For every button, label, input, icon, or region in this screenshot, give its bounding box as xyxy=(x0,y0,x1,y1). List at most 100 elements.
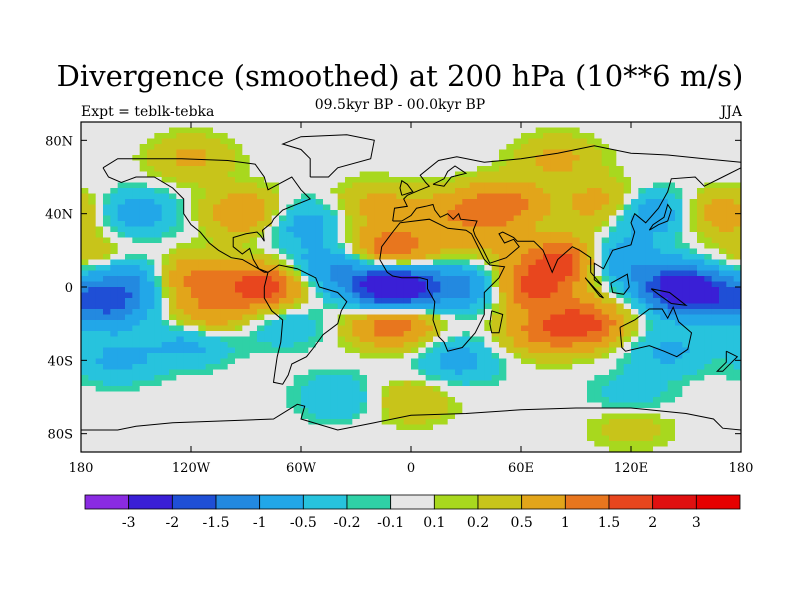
field-cell xyxy=(345,215,353,222)
field-cell xyxy=(198,259,207,266)
field-cell xyxy=(293,122,302,128)
field-cell xyxy=(337,177,346,183)
field-cell xyxy=(667,380,676,387)
field-cell xyxy=(183,380,192,387)
field-cell xyxy=(374,248,383,255)
field-cell xyxy=(374,347,383,354)
field-cell xyxy=(631,292,639,299)
field-cell xyxy=(638,292,647,299)
field-cell xyxy=(521,171,529,178)
field-cell xyxy=(345,298,353,304)
field-cell xyxy=(301,182,309,189)
field-cell xyxy=(418,309,427,315)
field-cell xyxy=(110,347,119,354)
field-cell xyxy=(396,391,405,398)
field-cell xyxy=(337,133,346,139)
field-cell xyxy=(609,199,617,205)
field-cell xyxy=(455,232,463,238)
field-cell xyxy=(499,254,507,260)
field-cell xyxy=(330,199,339,205)
field-cell xyxy=(359,160,368,167)
field-cell xyxy=(411,386,419,392)
field-cell xyxy=(293,199,302,205)
field-cell xyxy=(477,188,485,194)
field-cell xyxy=(154,331,163,337)
field-cell xyxy=(557,276,566,282)
field-cell xyxy=(103,287,111,293)
field-cell xyxy=(235,160,243,167)
field-cell xyxy=(264,380,273,387)
field-cell xyxy=(726,199,735,205)
field-cell xyxy=(345,127,353,134)
field-cell xyxy=(411,138,419,145)
field-cell xyxy=(557,336,566,343)
field-cell xyxy=(345,171,353,178)
field-cell xyxy=(257,265,265,271)
field-cell xyxy=(381,287,390,293)
field-cell xyxy=(367,188,375,194)
field-cell xyxy=(396,138,405,145)
field-cell xyxy=(249,353,258,359)
field-cell xyxy=(557,248,566,255)
field-cell xyxy=(330,155,339,161)
field-cell xyxy=(579,144,588,150)
field-cell xyxy=(345,155,353,161)
field-cell xyxy=(279,166,287,172)
field-cell xyxy=(103,210,111,216)
field-cell xyxy=(103,303,111,310)
field-cell xyxy=(689,237,698,244)
field-cell xyxy=(623,397,632,403)
field-cell xyxy=(660,314,669,321)
field-cell xyxy=(220,160,229,167)
field-cell xyxy=(653,133,661,139)
field-cell xyxy=(579,287,588,293)
field-cell xyxy=(601,270,610,277)
field-cell xyxy=(293,292,302,299)
field-cell xyxy=(337,259,346,266)
field-cell xyxy=(704,353,713,359)
field-cell xyxy=(433,369,441,376)
field-cell xyxy=(396,171,405,178)
field-cell xyxy=(293,232,302,238)
field-cell xyxy=(337,199,346,205)
field-cell xyxy=(697,309,705,315)
field-cell xyxy=(315,309,324,315)
field-cell xyxy=(154,144,163,150)
field-cell xyxy=(293,397,302,403)
field-cell xyxy=(528,144,537,150)
field-cell xyxy=(609,314,617,321)
field-cell xyxy=(719,303,727,310)
field-cell xyxy=(389,144,397,150)
field-cell xyxy=(293,133,302,139)
field-cell xyxy=(257,309,265,315)
field-cell xyxy=(293,243,302,249)
field-cell xyxy=(543,281,551,288)
field-cell xyxy=(572,155,581,161)
field-cell xyxy=(491,160,500,167)
field-cell xyxy=(653,171,661,178)
field-cell xyxy=(535,166,544,172)
field-cell xyxy=(550,298,559,304)
field-cell xyxy=(220,193,229,200)
field-cell xyxy=(286,397,295,403)
field-cell xyxy=(462,287,471,293)
field-cell xyxy=(682,133,691,139)
field-cell xyxy=(396,122,405,128)
field-cell xyxy=(315,364,324,370)
field-cell xyxy=(653,292,661,299)
field-cell xyxy=(469,155,478,161)
field-cell xyxy=(528,221,537,227)
field-cell xyxy=(389,237,397,244)
field-cell xyxy=(176,237,185,244)
field-cell xyxy=(565,204,573,211)
field-cell xyxy=(484,210,493,216)
field-cell xyxy=(381,347,390,354)
field-cell xyxy=(513,243,522,249)
field-cell xyxy=(616,259,625,266)
field-cell xyxy=(506,138,515,145)
field-cell xyxy=(132,358,141,365)
field-cell xyxy=(81,424,89,431)
field-cell xyxy=(653,391,661,398)
field-cell xyxy=(513,166,522,172)
field-cell xyxy=(513,160,522,167)
